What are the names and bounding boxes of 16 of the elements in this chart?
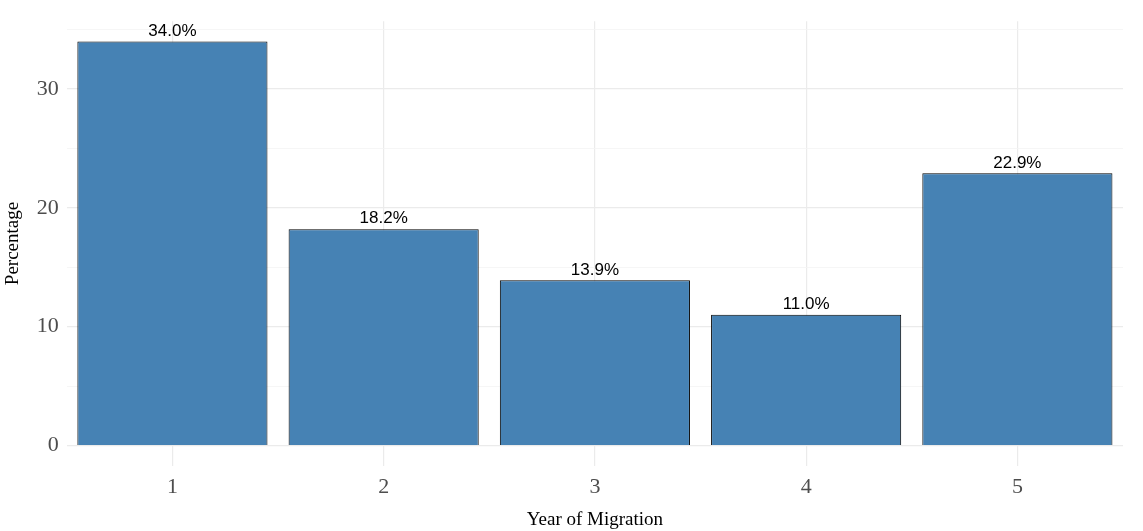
y-tick-label: 0 <box>47 431 59 457</box>
data-label: 34.0% <box>148 20 197 40</box>
y-tick-label: 20 <box>36 193 59 219</box>
x-tick-label: 2 <box>378 472 390 498</box>
data-label: 22.9% <box>993 152 1042 172</box>
data-label: 13.9% <box>570 259 619 279</box>
x-tick-label: 1 <box>166 472 178 498</box>
data-label: 18.2% <box>359 208 408 228</box>
y-tick-label: 10 <box>36 312 59 338</box>
y-axis-title: Percentage <box>1 201 23 286</box>
x-tick-label: 3 <box>589 472 601 498</box>
x-axis-title: Year of Migration <box>526 507 664 529</box>
y-tick-label: 30 <box>36 74 59 100</box>
data-label: 11.0% <box>782 294 830 314</box>
x-tick-label: 4 <box>800 472 812 498</box>
x-tick-label: 5 <box>1011 472 1023 498</box>
